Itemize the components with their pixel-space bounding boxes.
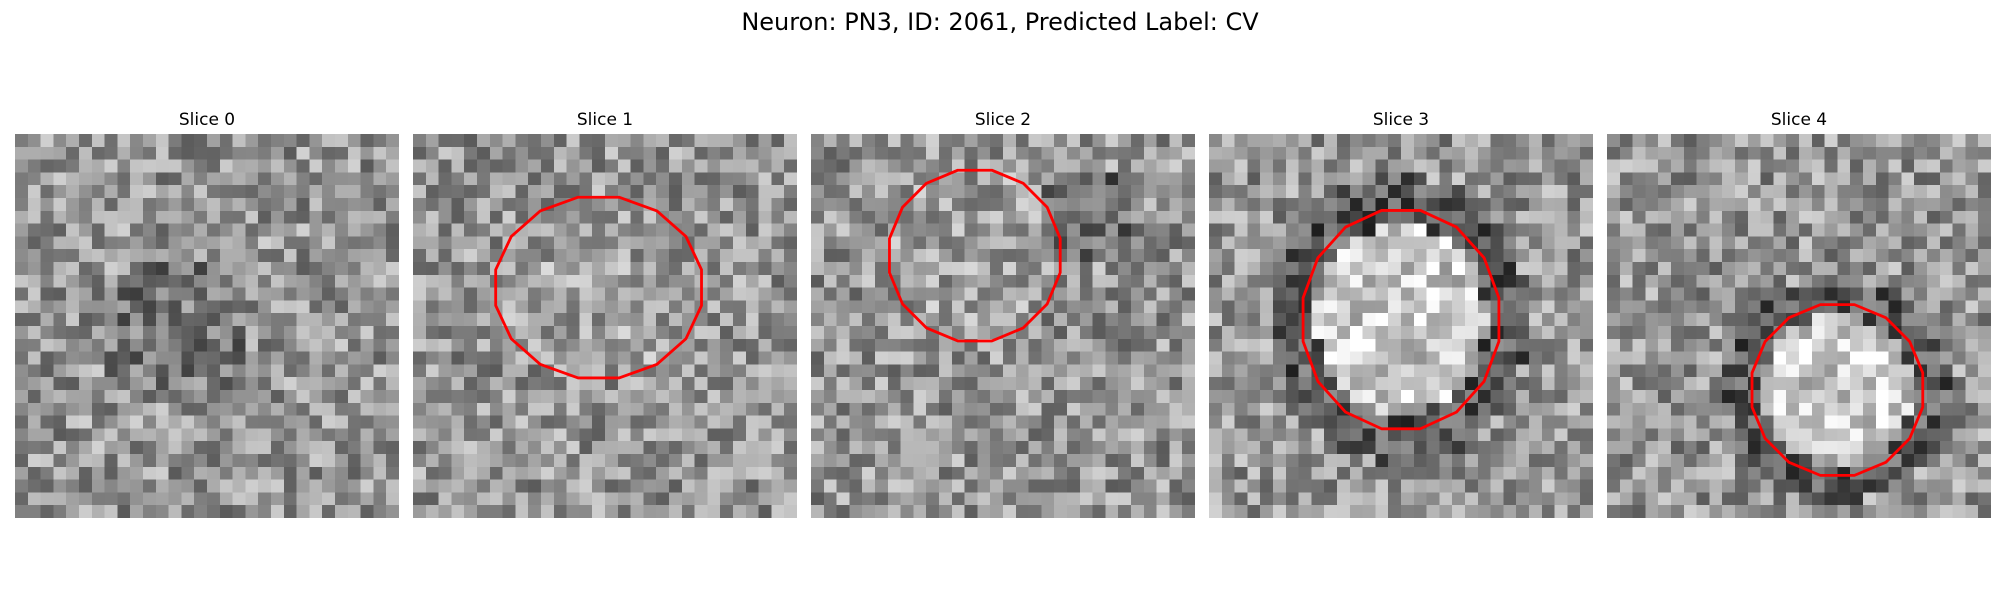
roi-contour	[1750, 303, 1925, 477]
figure-title: Neuron: PN3, ID: 2061, Predicted Label: …	[741, 8, 1259, 36]
slice-image	[413, 134, 797, 518]
slice-title: Slice 1	[576, 110, 634, 130]
slice-title: Slice 4	[1770, 110, 1828, 130]
slice-image	[1607, 134, 1991, 518]
slice-title: Slice 2	[974, 110, 1032, 130]
roi-contour	[494, 195, 703, 380]
slice-image	[15, 134, 399, 518]
slice-title: Slice 3	[1372, 110, 1430, 130]
slice-title: Slice 0	[178, 110, 236, 130]
slice-image	[1209, 134, 1593, 518]
slice-panel-0: Slice 0	[15, 108, 399, 518]
slice-panel-1: Slice 1	[413, 108, 797, 518]
slice-panel-2: Slice 2	[811, 108, 1195, 518]
slice-image	[811, 134, 1195, 518]
roi-contour	[1301, 209, 1501, 431]
slice-panel-3: Slice 3	[1209, 108, 1593, 518]
roi-contour	[888, 168, 1062, 343]
slice-panel-4: Slice 4	[1607, 108, 1991, 518]
